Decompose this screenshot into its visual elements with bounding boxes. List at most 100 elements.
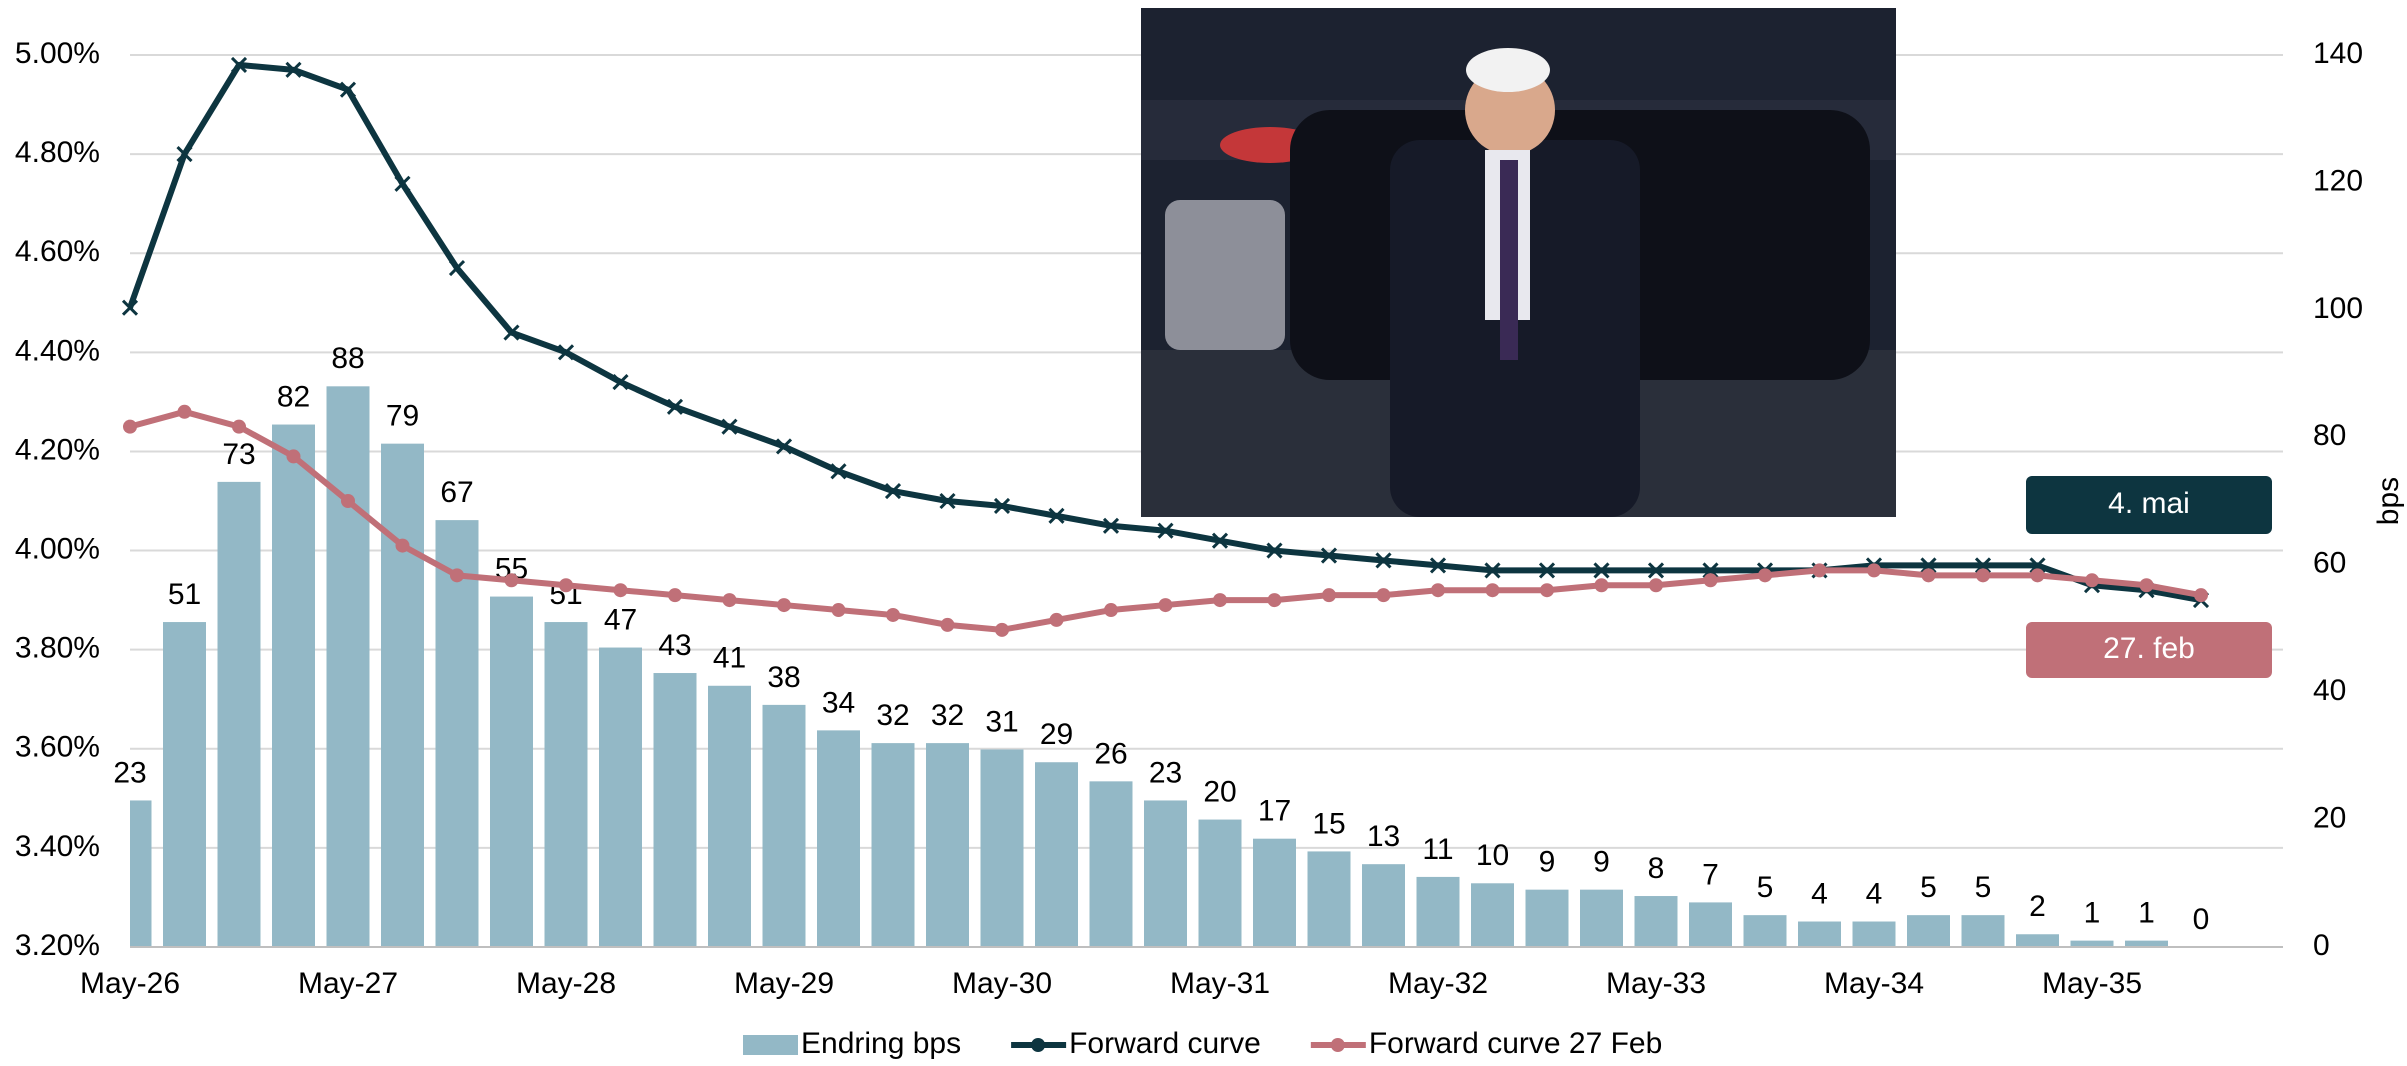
bar xyxy=(435,520,479,947)
bar xyxy=(1307,851,1351,947)
bar xyxy=(980,749,1024,947)
marker xyxy=(993,497,1011,515)
bar xyxy=(1580,889,1623,947)
marker xyxy=(1431,583,1445,598)
y-tick-label: 4.60% xyxy=(15,235,100,268)
bar xyxy=(1907,915,1950,947)
y2-tick-label: 20 xyxy=(2313,801,2346,834)
marker xyxy=(121,299,139,316)
x-tick-label: May-34 xyxy=(1824,967,1924,1000)
data-label: 4 xyxy=(1866,877,1883,910)
marker xyxy=(1266,542,1283,559)
marker xyxy=(1429,557,1447,574)
marker xyxy=(1102,517,1120,534)
marker xyxy=(504,573,519,588)
y-tick-label: 4.80% xyxy=(15,136,100,169)
x-tick-label: May-32 xyxy=(1388,967,1488,1000)
bar xyxy=(1198,819,1242,947)
x-tick-label: May-29 xyxy=(734,967,834,1000)
marker xyxy=(1649,578,1663,593)
marker xyxy=(1267,593,1282,608)
data-label: 1 xyxy=(2084,897,2101,930)
marker xyxy=(176,146,193,163)
bar xyxy=(2016,934,2059,947)
bar xyxy=(1525,889,1569,947)
legend-label: Forward curve xyxy=(1069,1027,1261,1060)
overlay: 4. mai 27. feb Endring bps Forward curve For… xyxy=(743,476,2272,1060)
y-tick-label: 3.60% xyxy=(15,731,100,764)
bar xyxy=(1689,902,1732,947)
bar xyxy=(1035,762,1078,947)
photo-car xyxy=(1165,200,1285,350)
marker xyxy=(775,438,793,455)
data-label: 17 xyxy=(1258,795,1291,828)
y2-tick-label: 100 xyxy=(2313,292,2363,325)
marker xyxy=(1976,568,1990,583)
y-tick-label: 4.40% xyxy=(15,334,100,367)
marker xyxy=(448,260,466,277)
data-label: 23 xyxy=(1149,756,1182,789)
annotation-text: 4. mai xyxy=(2108,487,2190,520)
data-label: 20 xyxy=(1203,775,1236,808)
marker xyxy=(1484,562,1501,579)
annotation-text: 27. feb xyxy=(2103,632,2195,665)
marker xyxy=(1049,612,1064,627)
data-label: 10 xyxy=(1476,839,1509,872)
marker xyxy=(1322,588,1336,603)
marker xyxy=(1920,557,1937,574)
bar xyxy=(1089,781,1133,947)
bar xyxy=(926,743,969,947)
data-label: 1 xyxy=(2138,897,2155,930)
data-label: 8 xyxy=(1648,852,1665,885)
x-tick-label: May-28 xyxy=(516,967,616,1000)
marker xyxy=(1158,598,1173,613)
bar xyxy=(163,622,206,947)
x-tick-label: May-31 xyxy=(1170,967,1270,1000)
y2-tick-label: 80 xyxy=(2313,419,2346,452)
marker xyxy=(1048,507,1065,524)
x-tick-label: May-35 xyxy=(2042,967,2142,1000)
x-tick-label: May-30 xyxy=(952,967,1052,1000)
marker xyxy=(1921,568,1936,583)
y-tick-label: 4.20% xyxy=(15,433,100,466)
marker xyxy=(559,578,573,593)
marker xyxy=(450,568,464,583)
marker xyxy=(1375,552,1392,569)
bar xyxy=(599,647,642,947)
bar xyxy=(544,622,588,947)
y2-axis-label: bps xyxy=(2372,477,2405,525)
data-label: 23 xyxy=(113,756,146,789)
bar xyxy=(1743,915,1787,947)
marker xyxy=(1812,563,1827,578)
marker xyxy=(777,598,791,613)
marker xyxy=(2139,578,2154,593)
bar xyxy=(2125,940,2168,947)
marker xyxy=(886,607,900,622)
marker xyxy=(1213,593,1227,608)
data-label: 79 xyxy=(386,400,419,433)
bar xyxy=(1471,883,1514,947)
y-tick-label: 3.20% xyxy=(15,929,100,962)
data-label: 32 xyxy=(876,699,909,732)
bar xyxy=(708,685,751,947)
data-label: 9 xyxy=(1539,846,1556,879)
marker xyxy=(1540,583,1554,598)
marker xyxy=(1647,562,1665,579)
marker xyxy=(2029,557,2046,574)
marker xyxy=(230,56,248,73)
y2-tick-label: 120 xyxy=(2313,164,2363,197)
bar xyxy=(1961,915,2005,947)
y2-tick-label: 40 xyxy=(2313,674,2346,707)
marker xyxy=(612,374,629,391)
bar xyxy=(1798,921,1841,947)
marker xyxy=(722,593,737,608)
marker xyxy=(285,61,302,78)
photo-tie xyxy=(1500,160,1518,360)
y-tick-label: 3.40% xyxy=(15,830,100,863)
bar xyxy=(1852,921,1896,947)
marker xyxy=(1485,583,1500,598)
data-label: 32 xyxy=(931,699,964,732)
marker xyxy=(232,419,246,434)
data-label: 34 xyxy=(822,686,855,719)
